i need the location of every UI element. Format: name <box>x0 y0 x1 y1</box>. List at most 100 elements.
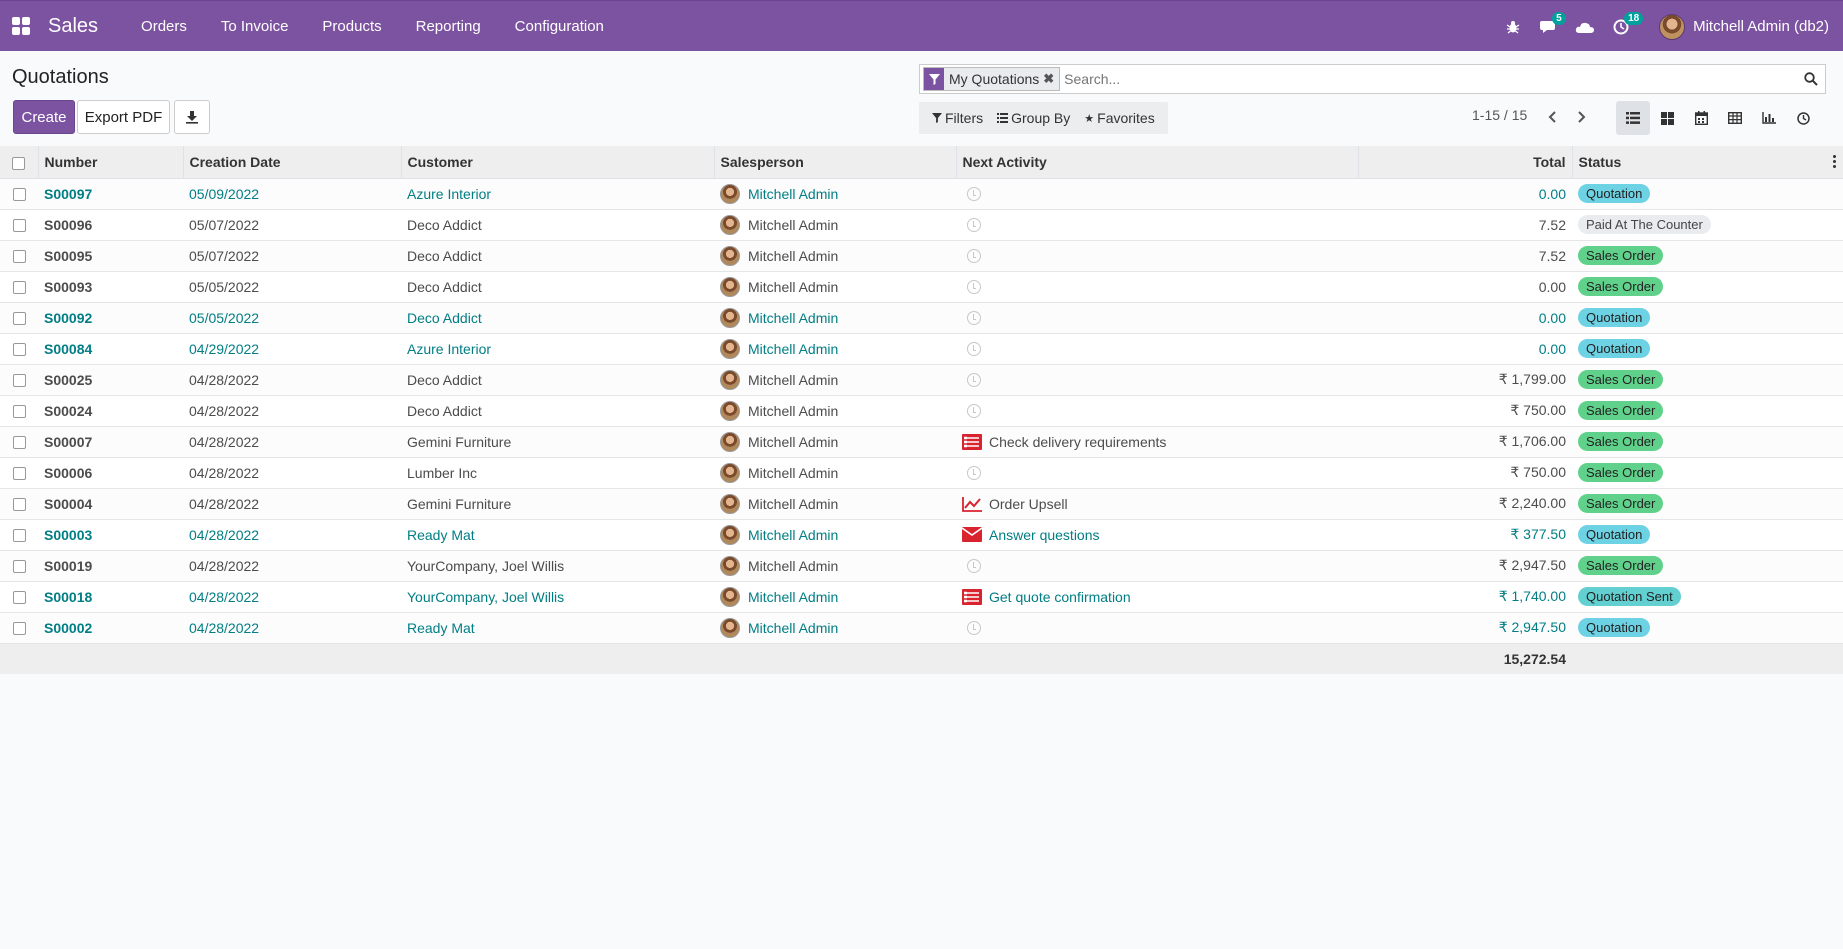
row-checkbox[interactable] <box>12 312 26 326</box>
row-checkbox[interactable] <box>12 622 26 636</box>
quotation-number[interactable]: S00024 <box>38 395 183 427</box>
table-row[interactable]: S00096 05/07/2022 Deco Addict Mitchell Admi… <box>0 209 1843 241</box>
quotation-number[interactable]: S00025 <box>38 364 183 396</box>
facet-remove-icon[interactable]: ✖ <box>1043 71 1055 86</box>
row-checkbox[interactable] <box>12 560 26 574</box>
table-row[interactable]: S00018 04/28/2022 YourCompany, Joel Willis… <box>0 581 1843 613</box>
user-menu[interactable]: Mitchell Admin (db2) <box>1659 13 1829 40</box>
quotation-number[interactable]: S00007 <box>38 426 183 458</box>
salesperson-avatar[interactable] <box>720 462 740 483</box>
table-row[interactable]: S00007 04/28/2022 Gemini Furniture Mitchell… <box>0 426 1843 458</box>
row-checkbox[interactable] <box>12 529 26 543</box>
salesperson-avatar[interactable] <box>720 493 740 514</box>
quotation-number[interactable]: S00095 <box>38 240 183 272</box>
messages-icon[interactable]: 5 <box>1531 1 1567 52</box>
row-checkbox[interactable] <box>12 281 26 295</box>
quotation-number[interactable]: S00092 <box>38 302 183 334</box>
line-chart-icon[interactable] <box>962 495 982 513</box>
cloud-icon[interactable] <box>1567 1 1603 52</box>
export-pdf-button[interactable]: Export PDF <box>77 100 170 134</box>
download-button[interactable] <box>174 100 210 134</box>
salesperson-avatar[interactable] <box>720 183 740 204</box>
header-salesperson[interactable]: Salesperson <box>714 146 957 179</box>
table-row[interactable]: S00002 04/28/2022 Ready Mat Mitchell Admin ₹… <box>0 612 1843 644</box>
clock-icon[interactable] <box>962 216 982 234</box>
salesperson-avatar[interactable] <box>720 245 740 266</box>
menu-orders[interactable]: Orders <box>141 17 187 35</box>
menu-configuration[interactable]: Configuration <box>514 17 604 35</box>
menu-reporting[interactable]: Reporting <box>415 17 481 35</box>
clock-icon[interactable] <box>962 557 982 575</box>
clock-icon[interactable] <box>962 247 982 265</box>
row-checkbox[interactable] <box>12 467 26 481</box>
select-all-checkbox[interactable] <box>12 156 26 170</box>
table-row[interactable]: S00019 04/28/2022 YourCompany, Joel Willis… <box>0 550 1843 582</box>
row-checkbox[interactable] <box>12 374 26 388</box>
header-creation-date[interactable]: Creation Date <box>183 146 402 179</box>
envelope-icon[interactable] <box>962 526 982 544</box>
search-icon[interactable] <box>1797 72 1825 86</box>
row-checkbox[interactable] <box>12 343 26 357</box>
quotation-number[interactable]: S00097 <box>38 178 183 210</box>
table-row[interactable]: S00006 04/28/2022 Lumber Inc Mitchell Admin… <box>0 457 1843 489</box>
quotation-number[interactable]: S00006 <box>38 457 183 489</box>
salesperson-avatar[interactable] <box>720 338 740 359</box>
clock-icon[interactable] <box>962 185 982 203</box>
quotation-number[interactable]: S00019 <box>38 550 183 582</box>
app-name[interactable]: Sales <box>48 14 99 37</box>
apps-menu-icon[interactable] <box>12 17 30 35</box>
row-checkbox[interactable] <box>12 219 26 233</box>
salesperson-avatar[interactable] <box>720 555 740 576</box>
row-checkbox[interactable] <box>12 591 26 605</box>
header-total[interactable]: Total <box>1358 146 1573 179</box>
pager-next-button[interactable] <box>1569 104 1595 130</box>
quotation-number[interactable]: S00004 <box>38 488 183 520</box>
salesperson-avatar[interactable] <box>720 586 740 607</box>
group-by-button[interactable]: Group By <box>990 110 1077 126</box>
tasks-icon[interactable] <box>962 433 982 451</box>
table-row[interactable]: S00024 04/28/2022 Deco Addict Mitchell Admi… <box>0 395 1843 427</box>
kanban-view-button[interactable] <box>1650 101 1684 135</box>
calendar-view-button[interactable] <box>1684 101 1718 135</box>
quotation-number[interactable]: S00096 <box>38 209 183 241</box>
pager-previous-button[interactable] <box>1539 104 1565 130</box>
pivot-view-button[interactable] <box>1718 101 1752 135</box>
table-row[interactable]: S00025 04/28/2022 Deco Addict Mitchell Admi… <box>0 364 1843 396</box>
salesperson-avatar[interactable] <box>720 369 740 390</box>
graph-view-button[interactable] <box>1752 101 1786 135</box>
table-row[interactable]: S00003 04/28/2022 Ready Mat Mitchell Admin A… <box>0 519 1843 551</box>
salesperson-avatar[interactable] <box>720 400 740 421</box>
salesperson-avatar[interactable] <box>720 307 740 328</box>
clock-icon[interactable] <box>962 309 982 327</box>
activity-view-button[interactable] <box>1786 101 1820 135</box>
menu-products[interactable]: Products <box>322 17 382 35</box>
row-checkbox[interactable] <box>12 405 26 419</box>
create-button[interactable]: Create <box>13 100 75 134</box>
salesperson-avatar[interactable] <box>720 431 740 452</box>
search-input[interactable] <box>1064 67 1797 91</box>
clock-icon[interactable] <box>962 340 982 358</box>
menu-to-invoice[interactable]: To Invoice <box>220 17 289 35</box>
header-next-activity[interactable]: Next Activity <box>956 146 1359 179</box>
header-customer[interactable]: Customer <box>401 146 715 179</box>
table-row[interactable]: S00004 04/28/2022 Gemini Furniture Mitchell… <box>0 488 1843 520</box>
row-checkbox[interactable] <box>12 436 26 450</box>
filters-button[interactable]: Filters <box>925 110 990 126</box>
optional-columns-icon[interactable] <box>1833 155 1837 170</box>
list-view-button[interactable] <box>1616 101 1650 135</box>
row-checkbox[interactable] <box>12 498 26 512</box>
table-row[interactable]: S00093 05/05/2022 Deco Addict Mitchell Admi… <box>0 271 1843 303</box>
quotation-number[interactable]: S00084 <box>38 333 183 365</box>
favorites-button[interactable]: ★ Favorites <box>1077 110 1161 126</box>
salesperson-avatar[interactable] <box>720 524 740 545</box>
salesperson-avatar[interactable] <box>720 214 740 235</box>
clock-icon[interactable] <box>962 278 982 296</box>
quotation-number[interactable]: S00003 <box>38 519 183 551</box>
bug-icon[interactable] <box>1495 1 1531 52</box>
salesperson-avatar[interactable] <box>720 276 740 297</box>
activities-clock-icon[interactable]: 18 <box>1603 1 1644 52</box>
table-row[interactable]: S00092 05/05/2022 Deco Addict Mitchell Admi… <box>0 302 1843 334</box>
quotation-number[interactable]: S00093 <box>38 271 183 303</box>
pager-value[interactable]: 1-15 / 15 <box>1472 107 1528 123</box>
table-row[interactable]: S00095 05/07/2022 Deco Addict Mitchell Admi… <box>0 240 1843 272</box>
